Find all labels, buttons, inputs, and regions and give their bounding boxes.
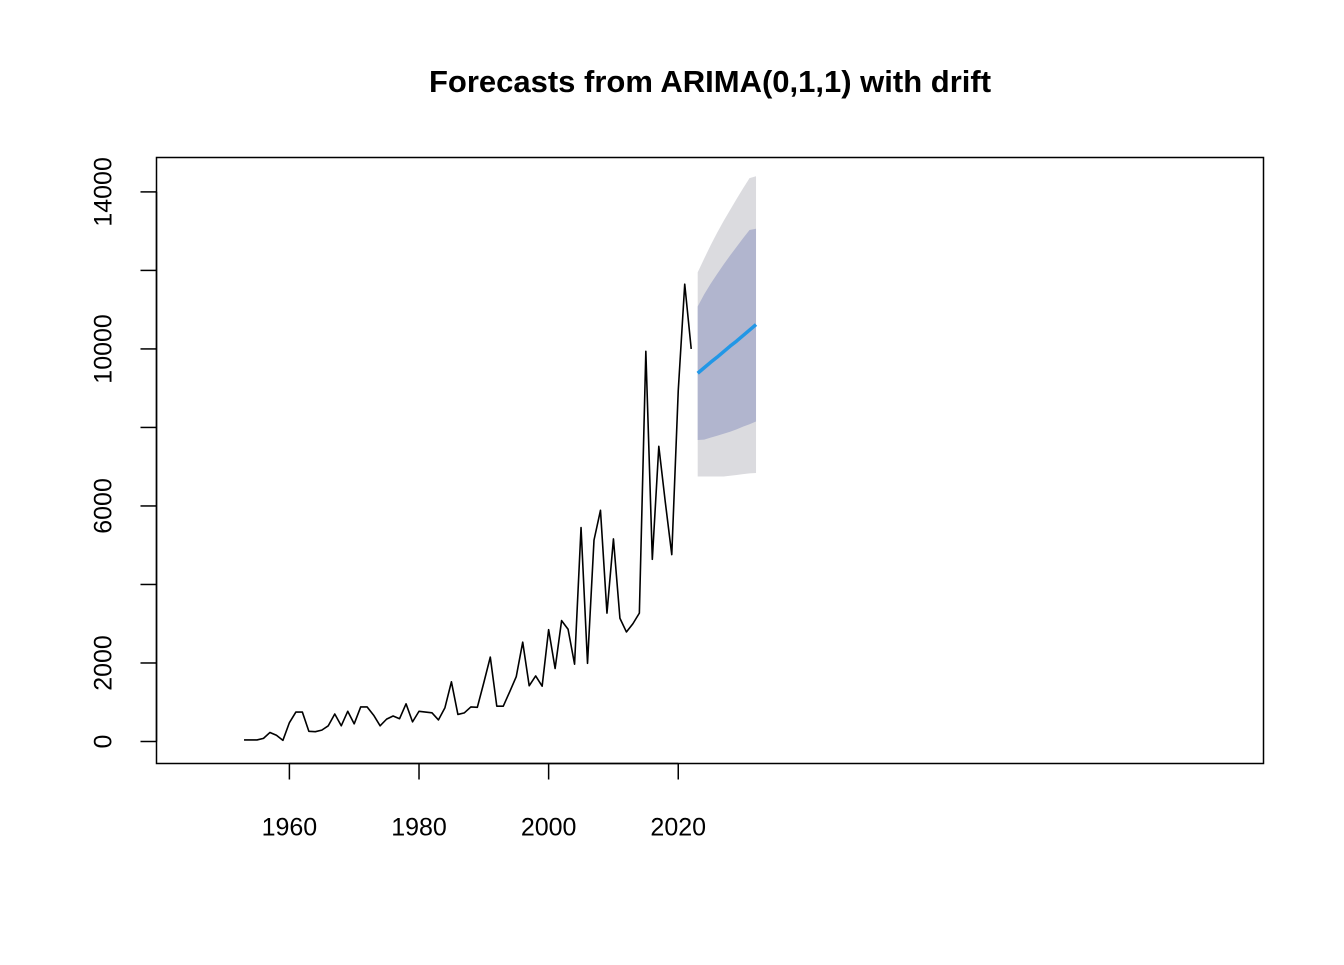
forecast-line <box>696 323 758 375</box>
series-lines <box>244 283 758 742</box>
y-tick-label: 6000 <box>90 478 118 534</box>
observed-line <box>244 283 693 742</box>
y-tick-label: 10000 <box>90 314 118 384</box>
prediction-intervals <box>697 176 757 477</box>
x-tick-label: 1960 <box>262 814 318 842</box>
y-axis: 0 2000 6000 10000 14000 <box>90 157 158 749</box>
x-tick-label: 1980 <box>391 814 447 842</box>
x-tick-label: 2020 <box>650 814 706 842</box>
x-tick-label: 2000 <box>521 814 577 842</box>
y-tick-label: 0 <box>90 735 118 749</box>
x-axis: 1960 1980 2000 2020 <box>262 762 706 842</box>
y-tick-label: 2000 <box>90 635 118 691</box>
chart-title: Forecasts from ARIMA(0,1,1) with drift <box>429 64 991 99</box>
y-tick-label: 14000 <box>90 157 118 227</box>
prediction-band-80 <box>697 228 757 441</box>
